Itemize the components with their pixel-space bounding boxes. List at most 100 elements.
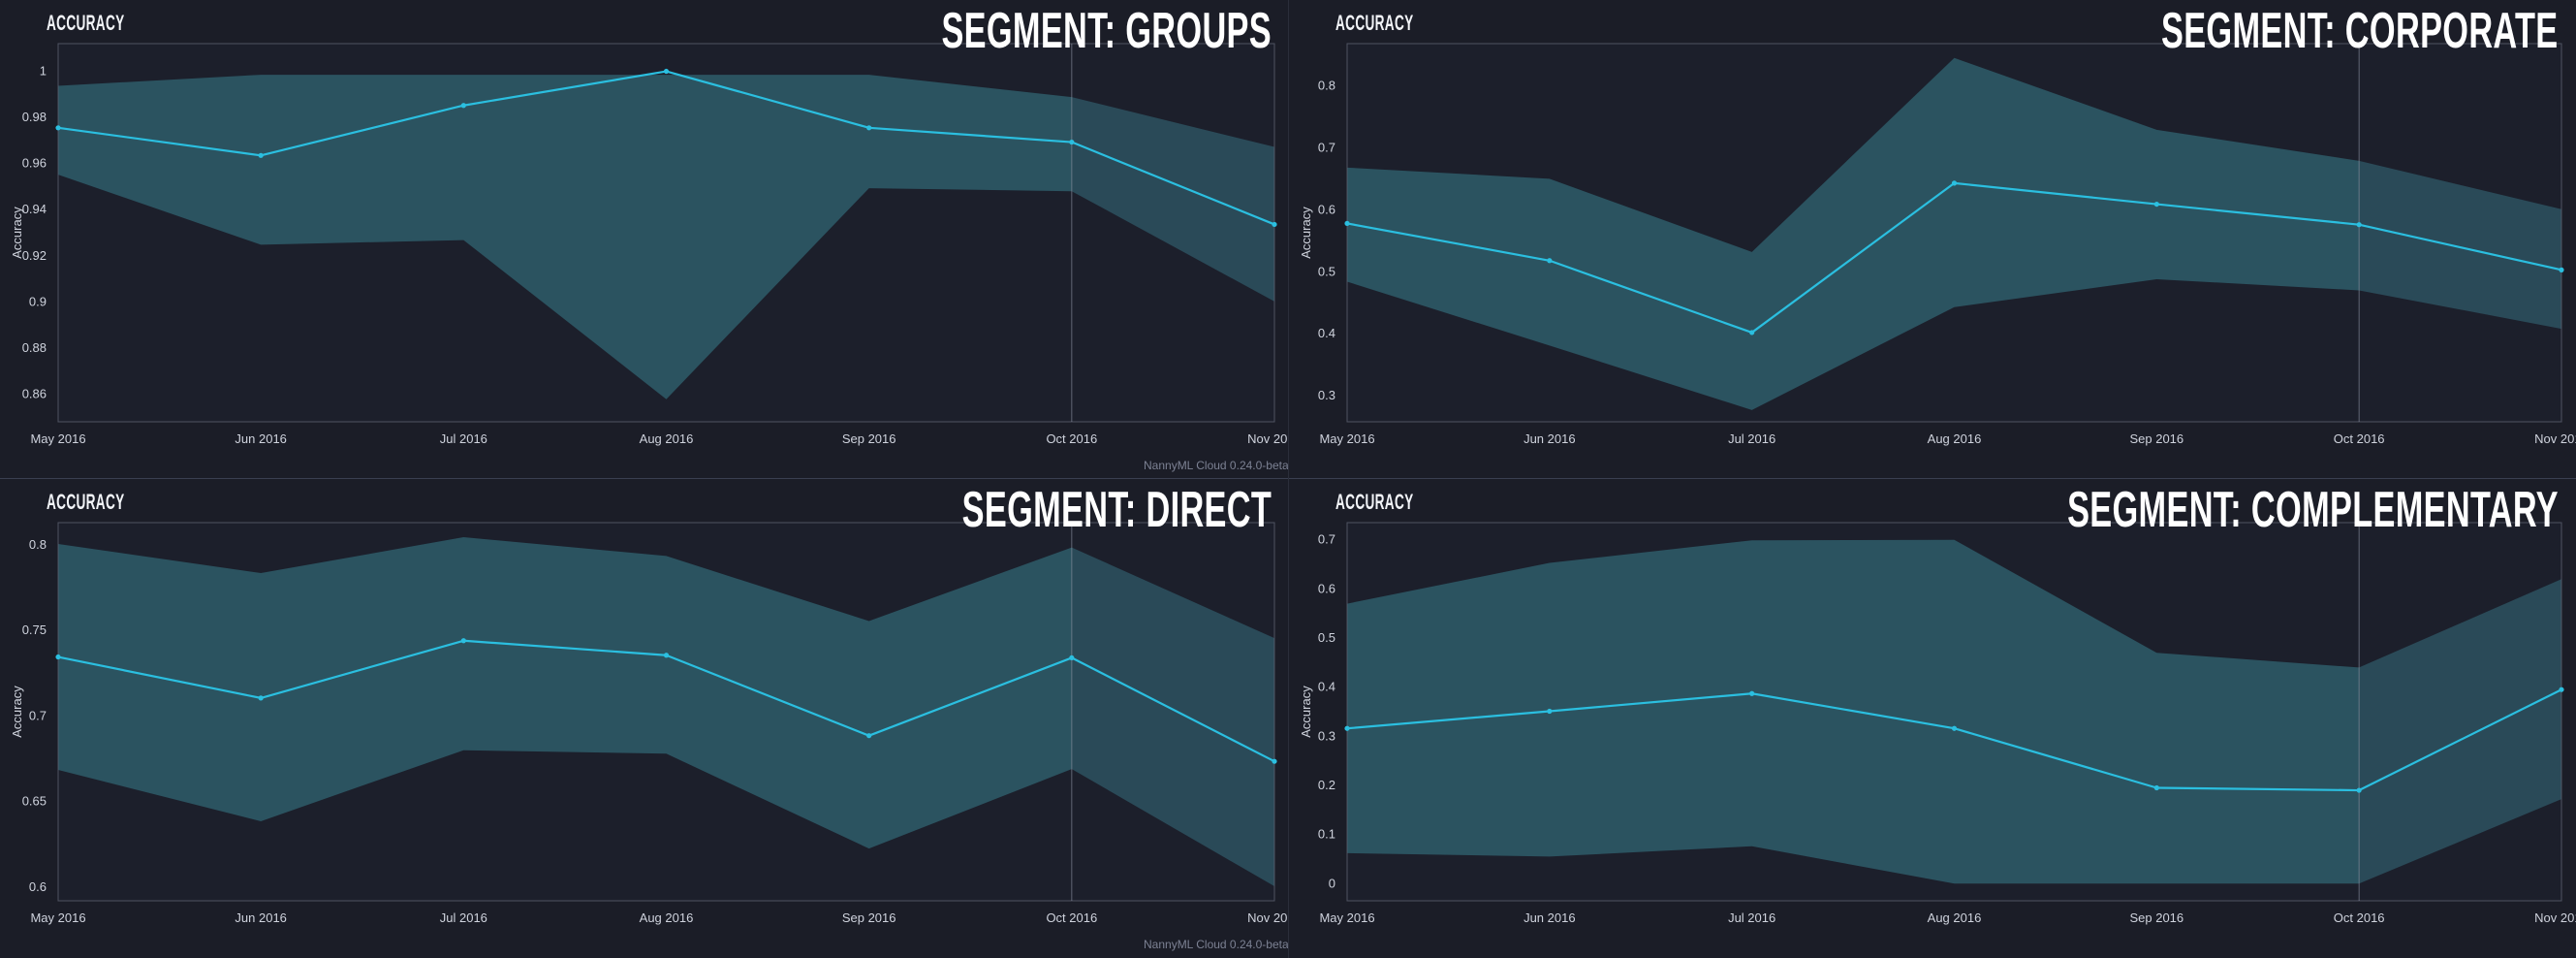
- data-point-marker: [2356, 787, 2362, 793]
- watermark-groups: NannyML Cloud 0.24.0-beta: [1144, 459, 1289, 472]
- y-tick-label: 0.75: [22, 623, 47, 637]
- confidence-band-analysis: [2359, 579, 2561, 884]
- data-point-marker: [258, 695, 264, 701]
- plot-area-complementary[interactable]: 0.7 0.6 0.5 0.4 0.3 0.2 0.1 0 Accuracy May 2016 Ju…: [1289, 479, 2576, 958]
- x-tick-label: Aug 2016: [640, 431, 694, 446]
- confidence-band-reference: [58, 75, 1072, 399]
- x-tick-label: Nov 2016: [2534, 431, 2576, 446]
- y-tick-label: 0.96: [22, 156, 47, 171]
- data-point-marker: [663, 68, 670, 75]
- data-point-marker: [1547, 258, 1553, 264]
- x-tick-label: Sep 2016: [2129, 910, 2183, 925]
- x-tick-label: Aug 2016: [640, 910, 694, 925]
- segment-title-direct: SEGMENT: DIRECT: [961, 482, 1272, 538]
- panel-groups[interactable]: 1 0.98 0.96 0.94 0.92 0.9 0.88 0.86 Accuracy May …: [0, 0, 1289, 479]
- data-point-marker: [1749, 690, 1755, 696]
- data-point-marker: [460, 638, 466, 644]
- y-axis-label: Accuracy: [10, 207, 24, 259]
- y-tick-label: 0.88: [22, 340, 47, 355]
- data-point-marker: [1749, 330, 1755, 335]
- confidence-band-analysis: [1071, 97, 1274, 302]
- y-tick-label: 0.8: [1318, 78, 1335, 92]
- x-tick-label: Aug 2016: [1928, 910, 1982, 925]
- x-tick-label: Jun 2016: [235, 431, 287, 446]
- x-tick-label: Jun 2016: [1524, 431, 1576, 446]
- data-point-marker: [2153, 201, 2159, 208]
- x-tick-label: Nov 2016: [1247, 431, 1289, 446]
- x-tick-label: Oct 2016: [1046, 910, 1097, 925]
- metric-title-direct: ACCURACY: [47, 490, 125, 514]
- y-tick-label: 0.7: [29, 708, 47, 722]
- panel-complementary[interactable]: 0.7 0.6 0.5 0.4 0.3 0.2 0.1 0 Accuracy May 2016 Ju…: [1289, 479, 2576, 958]
- data-point-marker: [2559, 687, 2564, 692]
- y-tick-label: 0.3: [1318, 728, 1335, 743]
- x-tick-label: Oct 2016: [1046, 431, 1097, 446]
- y-tick-label: 0.7: [1318, 532, 1335, 547]
- chart-svg-groups[interactable]: 1 0.98 0.96 0.94 0.92 0.9 0.88 0.86 Accuracy May …: [0, 0, 1289, 479]
- y-tick-label: 0.6: [1318, 581, 1335, 595]
- y-tick-label: 0.7: [1318, 140, 1335, 154]
- data-point-marker: [1272, 758, 1277, 764]
- y-tick-label: 0.92: [22, 248, 47, 263]
- metric-title-corporate: ACCURACY: [1335, 11, 1414, 35]
- y-axis-label: Accuracy: [1299, 686, 1313, 738]
- data-point-marker: [866, 125, 872, 131]
- y-tick-label: 0.4: [1318, 680, 1335, 694]
- x-tick-label: Jul 2016: [440, 910, 487, 925]
- data-point-marker: [258, 152, 264, 158]
- data-point-marker: [1951, 180, 1958, 186]
- x-tick-label: Jun 2016: [1524, 910, 1576, 925]
- y-tick-label: 0.1: [1318, 827, 1335, 842]
- data-point-marker: [2559, 267, 2564, 272]
- plot-area-direct[interactable]: 0.8 0.75 0.7 0.65 0.6 Accuracy May 2016 Jun 201…: [0, 479, 1289, 958]
- y-tick-label: 0.5: [1318, 630, 1335, 645]
- x-tick-label: Jul 2016: [440, 431, 487, 446]
- y-axis-label: Accuracy: [10, 686, 24, 738]
- data-point-marker: [866, 733, 872, 739]
- y-tick-label: 0.3: [1318, 388, 1335, 402]
- y-tick-label: 0.94: [22, 202, 47, 216]
- plot-area-corporate[interactable]: 0.8 0.7 0.6 0.5 0.4 0.3 Accuracy May 2016 Jun 20…: [1289, 0, 2576, 479]
- data-point-marker: [1069, 139, 1075, 145]
- data-point-marker: [663, 653, 670, 658]
- data-point-marker: [55, 654, 61, 660]
- segment-title-groups: SEGMENT: GROUPS: [941, 3, 1272, 59]
- chart-svg-corporate[interactable]: 0.8 0.7 0.6 0.5 0.4 0.3 Accuracy May 2016 Jun 20…: [1289, 0, 2576, 479]
- data-point-marker: [1951, 725, 1958, 731]
- x-tick-label: Sep 2016: [842, 431, 896, 446]
- y-axis-label: Accuracy: [1299, 207, 1313, 259]
- x-tick-label: May 2016: [1319, 910, 1374, 925]
- x-tick-label: Jun 2016: [235, 910, 287, 925]
- metric-title-groups: ACCURACY: [47, 11, 125, 35]
- data-point-marker: [1272, 221, 1277, 228]
- watermark-direct: NannyML Cloud 0.24.0-beta: [1144, 938, 1289, 951]
- y-tick-label: 0.2: [1318, 778, 1335, 792]
- data-point-marker: [1547, 708, 1553, 715]
- metric-title-complementary: ACCURACY: [1335, 490, 1414, 514]
- y-tick-label: 0.6: [1318, 202, 1335, 216]
- x-tick-label: May 2016: [1319, 431, 1374, 446]
- x-tick-label: Sep 2016: [2129, 431, 2183, 446]
- y-tick-label: 0.9: [29, 294, 47, 308]
- y-tick-label: 0.4: [1318, 326, 1335, 340]
- confidence-band-analysis: [2359, 160, 2561, 330]
- x-tick-label: Sep 2016: [842, 910, 896, 925]
- data-point-marker: [1344, 725, 1350, 731]
- x-tick-label: May 2016: [30, 431, 85, 446]
- chart-svg-complementary[interactable]: 0.7 0.6 0.5 0.4 0.3 0.2 0.1 0 Accuracy May 2016 Ju…: [1289, 479, 2576, 958]
- data-point-marker: [2153, 784, 2159, 791]
- x-tick-label: Aug 2016: [1928, 431, 1982, 446]
- x-tick-label: Jul 2016: [1728, 431, 1775, 446]
- x-tick-label: May 2016: [30, 910, 85, 925]
- panel-direct[interactable]: 0.8 0.75 0.7 0.65 0.6 Accuracy May 2016 Jun 201…: [0, 479, 1289, 958]
- plot-area-groups[interactable]: 1 0.98 0.96 0.94 0.92 0.9 0.88 0.86 Accuracy May …: [0, 0, 1289, 479]
- x-tick-label: Jul 2016: [1728, 910, 1775, 925]
- chart-svg-direct[interactable]: 0.8 0.75 0.7 0.65 0.6 Accuracy May 2016 Jun 201…: [0, 479, 1289, 958]
- y-tick-label: 0.5: [1318, 264, 1335, 278]
- y-tick-label: 0.98: [22, 110, 47, 124]
- panel-corporate[interactable]: 0.8 0.7 0.6 0.5 0.4 0.3 Accuracy May 2016 Jun 20…: [1289, 0, 2576, 479]
- y-tick-label: 0.6: [29, 879, 47, 894]
- confidence-band-reference: [58, 537, 1072, 849]
- y-tick-label: 0.8: [29, 537, 47, 552]
